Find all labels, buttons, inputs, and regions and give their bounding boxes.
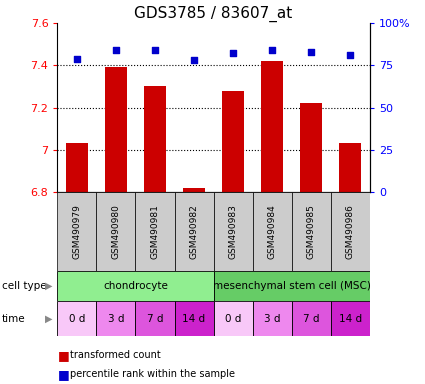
- Text: cell type: cell type: [2, 281, 47, 291]
- Bar: [105, 68, 127, 192]
- Title: GDS3785 / 83607_at: GDS3785 / 83607_at: [134, 5, 293, 22]
- Bar: [175, 192, 213, 271]
- Bar: [300, 103, 322, 192]
- Text: GSM490981: GSM490981: [150, 204, 159, 259]
- Text: 7 d: 7 d: [303, 314, 320, 324]
- Bar: [136, 192, 175, 271]
- Text: GSM490982: GSM490982: [190, 204, 198, 259]
- Bar: [292, 192, 331, 271]
- Bar: [331, 192, 370, 271]
- Bar: [57, 192, 96, 271]
- Bar: [57, 271, 213, 301]
- Point: [269, 47, 275, 53]
- Bar: [331, 301, 370, 336]
- Bar: [252, 301, 292, 336]
- Text: GSM490984: GSM490984: [268, 204, 277, 259]
- Bar: [213, 192, 252, 271]
- Bar: [252, 192, 292, 271]
- Text: ▶: ▶: [45, 314, 53, 324]
- Text: chondrocyte: chondrocyte: [103, 281, 168, 291]
- Point: [113, 47, 119, 53]
- Point: [308, 49, 314, 55]
- Bar: [340, 143, 361, 192]
- Text: GSM490980: GSM490980: [111, 204, 120, 259]
- Bar: [261, 61, 283, 192]
- Text: mesenchymal stem cell (MSC): mesenchymal stem cell (MSC): [213, 281, 371, 291]
- Text: 3 d: 3 d: [108, 314, 124, 324]
- Bar: [57, 301, 96, 336]
- Text: percentile rank within the sample: percentile rank within the sample: [70, 369, 235, 379]
- Text: GSM490979: GSM490979: [72, 204, 82, 259]
- Text: 0 d: 0 d: [69, 314, 85, 324]
- Bar: [222, 91, 244, 192]
- Bar: [175, 301, 213, 336]
- Bar: [183, 188, 205, 192]
- Bar: [136, 301, 175, 336]
- Bar: [213, 271, 370, 301]
- Text: 7 d: 7 d: [147, 314, 163, 324]
- Text: 14 d: 14 d: [339, 314, 362, 324]
- Text: 3 d: 3 d: [264, 314, 280, 324]
- Text: 0 d: 0 d: [225, 314, 241, 324]
- Point: [74, 55, 80, 61]
- Text: GSM490985: GSM490985: [307, 204, 316, 259]
- Bar: [144, 86, 166, 192]
- Point: [191, 57, 198, 63]
- Text: ■: ■: [57, 349, 69, 362]
- Bar: [213, 301, 252, 336]
- Text: 14 d: 14 d: [182, 314, 206, 324]
- Point: [152, 47, 159, 53]
- Bar: [96, 301, 136, 336]
- Text: transformed count: transformed count: [70, 350, 161, 360]
- Text: ▶: ▶: [45, 281, 53, 291]
- Text: GSM490983: GSM490983: [229, 204, 238, 259]
- Text: GSM490986: GSM490986: [346, 204, 355, 259]
- Text: time: time: [2, 314, 26, 324]
- Bar: [66, 143, 88, 192]
- Text: ■: ■: [57, 368, 69, 381]
- Bar: [292, 301, 331, 336]
- Point: [230, 50, 236, 56]
- Bar: [96, 192, 136, 271]
- Point: [347, 52, 354, 58]
